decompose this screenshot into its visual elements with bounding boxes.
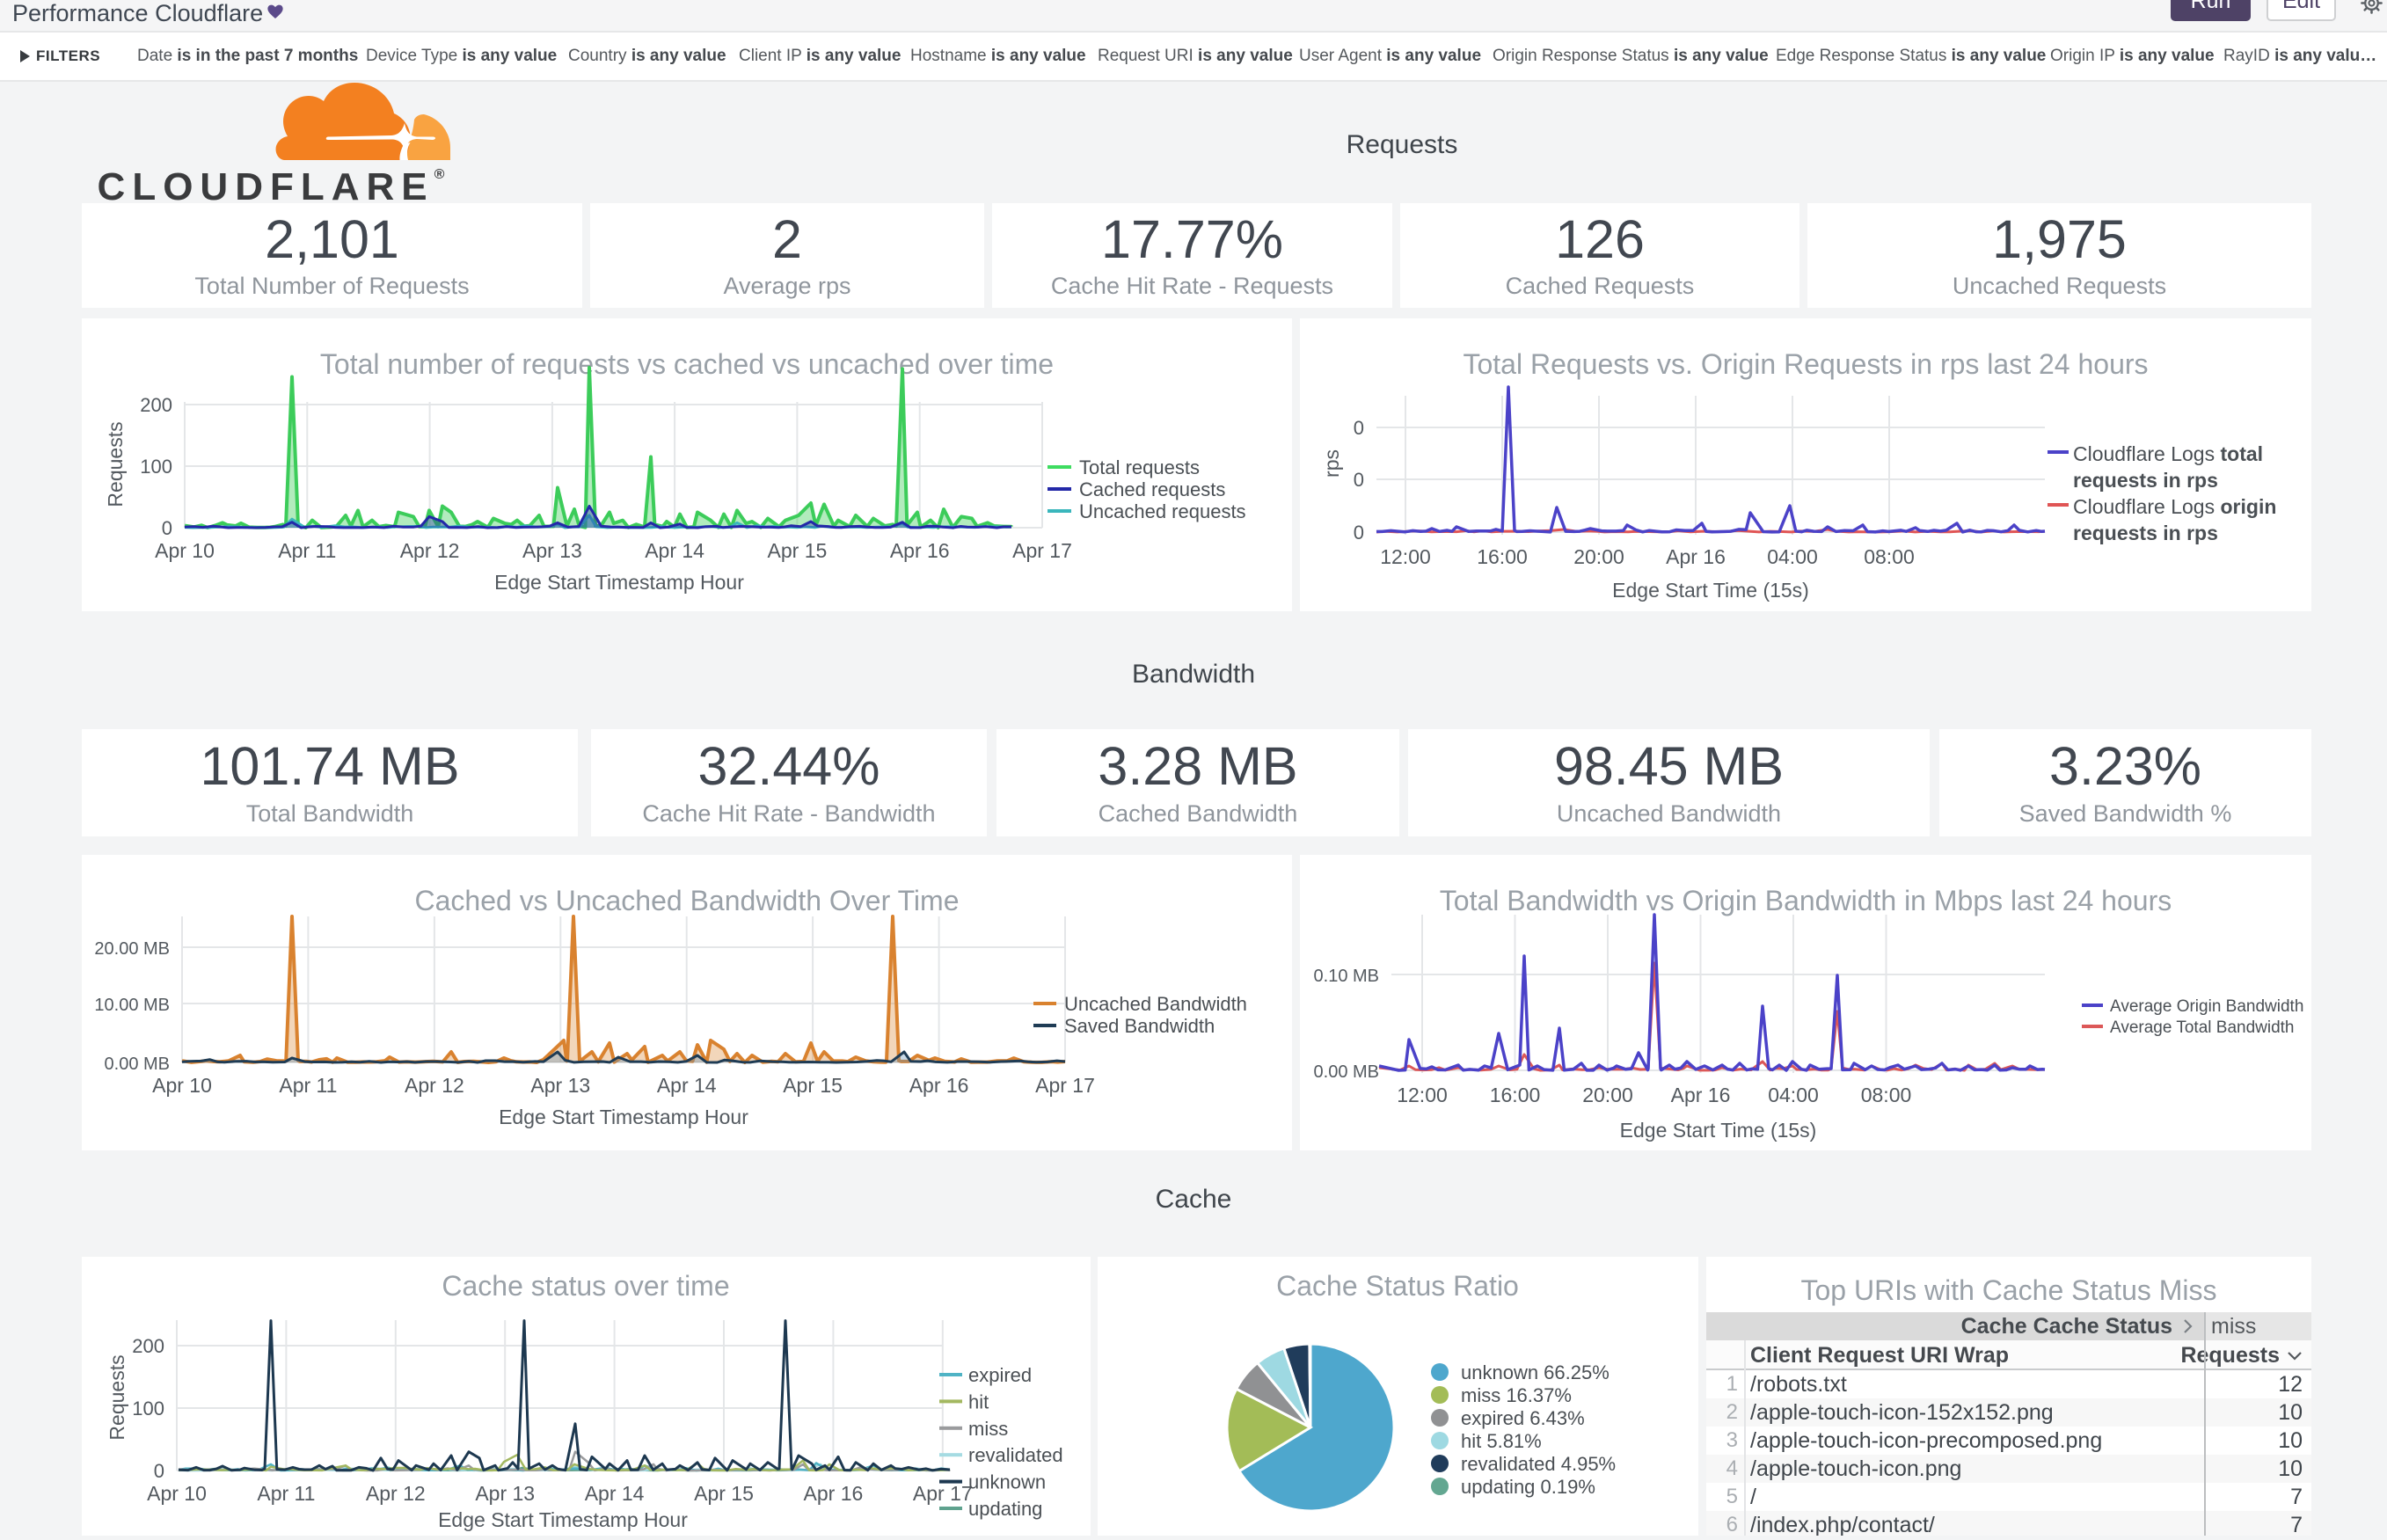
svg-text:Apr 11: Apr 11 bbox=[257, 1482, 315, 1505]
svg-text:Apr 13: Apr 13 bbox=[522, 539, 582, 562]
svg-text:Apr 16: Apr 16 bbox=[890, 539, 950, 562]
svg-text:Total Bandwidth vs Origin Band: Total Bandwidth vs Origin Bandwidth in M… bbox=[1440, 885, 2172, 916]
svg-text:Total Requests vs. Origin Requ: Total Requests vs. Origin Requests in rp… bbox=[1463, 348, 2148, 380]
svg-text:Apr 11: Apr 11 bbox=[278, 539, 336, 562]
svg-text:Apr 16: Apr 16 bbox=[909, 1074, 969, 1097]
svg-text:100: 100 bbox=[140, 456, 172, 478]
svg-text:16:00: 16:00 bbox=[1490, 1084, 1541, 1106]
svg-text:Apr 10: Apr 10 bbox=[155, 539, 215, 562]
svg-text:Requests: Requests bbox=[104, 421, 127, 507]
svg-text:Apr 15: Apr 15 bbox=[694, 1482, 754, 1505]
svg-text:updating 0.19%: updating 0.19% bbox=[1461, 1476, 1595, 1498]
svg-text:Cloudflare Logs origin: Cloudflare Logs origin bbox=[2073, 495, 2276, 518]
svg-text:Cached vs Uncached Bandwidth O: Cached vs Uncached Bandwidth Over Time bbox=[415, 885, 960, 916]
svg-text:Apr 17: Apr 17 bbox=[913, 1482, 973, 1505]
svg-text:Apr 15: Apr 15 bbox=[783, 1074, 843, 1097]
svg-text:Cloudflare Logs total: Cloudflare Logs total bbox=[2073, 442, 2263, 465]
svg-text:Apr 17: Apr 17 bbox=[1012, 539, 1072, 562]
svg-text:04:00: 04:00 bbox=[1768, 1084, 1819, 1106]
svg-text:Apr 10: Apr 10 bbox=[147, 1482, 207, 1505]
svg-text:08:00: 08:00 bbox=[1861, 1084, 1912, 1106]
svg-text:0: 0 bbox=[154, 1460, 164, 1482]
svg-text:revalidated 4.95%: revalidated 4.95% bbox=[1461, 1453, 1616, 1475]
svg-text:Edge Start Timestamp Hour: Edge Start Timestamp Hour bbox=[499, 1106, 748, 1128]
svg-text:Saved Bandwidth: Saved Bandwidth bbox=[1064, 1015, 1215, 1037]
svg-text:unknown: unknown bbox=[968, 1471, 1046, 1493]
svg-text:miss 16.37%: miss 16.37% bbox=[1461, 1384, 1572, 1406]
svg-text:Edge Start Timestamp Hour: Edge Start Timestamp Hour bbox=[494, 571, 744, 594]
svg-text:Edge Start Timestamp Hour: Edge Start Timestamp Hour bbox=[438, 1508, 688, 1531]
svg-text:0.00 MB: 0.00 MB bbox=[1314, 1062, 1379, 1082]
svg-text:Apr 12: Apr 12 bbox=[400, 539, 460, 562]
svg-text:12:00: 12:00 bbox=[1397, 1084, 1448, 1106]
svg-text:Average Origin Bandwidth: Average Origin Bandwidth bbox=[2110, 997, 2303, 1016]
svg-text:200: 200 bbox=[132, 1335, 164, 1357]
svg-text:Apr 14: Apr 14 bbox=[657, 1074, 717, 1097]
svg-text:miss: miss bbox=[968, 1418, 1008, 1440]
svg-text:0.00 MB: 0.00 MB bbox=[105, 1055, 170, 1074]
svg-text:Apr 16: Apr 16 bbox=[1666, 545, 1726, 568]
svg-text:Average Total Bandwidth: Average Total Bandwidth bbox=[2110, 1018, 2295, 1037]
svg-text:hit: hit bbox=[968, 1390, 989, 1412]
svg-text:Uncached Bandwidth: Uncached Bandwidth bbox=[1064, 993, 1247, 1015]
svg-text:0.10 MB: 0.10 MB bbox=[1314, 967, 1379, 986]
svg-text:Cache status over time: Cache status over time bbox=[442, 1270, 729, 1302]
svg-text:Apr 11: Apr 11 bbox=[279, 1074, 337, 1097]
svg-text:unknown 66.25%: unknown 66.25% bbox=[1461, 1361, 1610, 1383]
svg-text:16:00: 16:00 bbox=[1477, 545, 1528, 568]
svg-text:20.00 MB: 20.00 MB bbox=[94, 939, 170, 959]
svg-text:hit 5.81%: hit 5.81% bbox=[1461, 1430, 1542, 1452]
svg-text:200: 200 bbox=[140, 394, 172, 416]
svg-text:Apr 17: Apr 17 bbox=[1035, 1074, 1095, 1097]
svg-text:Cached requests: Cached requests bbox=[1079, 478, 1225, 500]
svg-text:Apr 12: Apr 12 bbox=[405, 1074, 464, 1097]
svg-text:10.00 MB: 10.00 MB bbox=[94, 996, 170, 1015]
svg-text:Apr 13: Apr 13 bbox=[530, 1074, 590, 1097]
svg-text:20:00: 20:00 bbox=[1582, 1084, 1633, 1106]
svg-text:updating: updating bbox=[968, 1498, 1042, 1520]
svg-text:0: 0 bbox=[1354, 417, 1364, 439]
svg-text:Requests: Requests bbox=[106, 1354, 128, 1440]
svg-text:Apr 12: Apr 12 bbox=[366, 1482, 426, 1505]
svg-text:0: 0 bbox=[1354, 469, 1364, 491]
svg-text:0: 0 bbox=[1354, 522, 1364, 544]
svg-text:Apr 13: Apr 13 bbox=[475, 1482, 535, 1505]
svg-text:Apr 14: Apr 14 bbox=[645, 539, 704, 562]
svg-text:Apr 14: Apr 14 bbox=[585, 1482, 645, 1505]
svg-text:08:00: 08:00 bbox=[1864, 545, 1915, 568]
svg-text:20:00: 20:00 bbox=[1573, 545, 1624, 568]
svg-text:Apr 10: Apr 10 bbox=[152, 1074, 212, 1097]
svg-text:Apr 16: Apr 16 bbox=[804, 1482, 864, 1505]
svg-text:requests in rps: requests in rps bbox=[2073, 522, 2218, 544]
svg-text:expired: expired bbox=[968, 1364, 1032, 1386]
svg-text:Uncached requests: Uncached requests bbox=[1079, 500, 1246, 522]
svg-text:Apr 16: Apr 16 bbox=[1671, 1084, 1731, 1106]
svg-text:expired 6.43%: expired 6.43% bbox=[1461, 1407, 1585, 1429]
svg-text:revalidated: revalidated bbox=[968, 1444, 1063, 1466]
svg-text:Edge Start Time (15s): Edge Start Time (15s) bbox=[1612, 579, 1809, 602]
svg-text:Edge Start Time (15s): Edge Start Time (15s) bbox=[1620, 1119, 1817, 1142]
svg-text:Total number of requests vs ca: Total number of requests vs cached vs un… bbox=[320, 348, 1054, 380]
svg-text:0: 0 bbox=[162, 517, 172, 539]
svg-text:Apr 15: Apr 15 bbox=[768, 539, 828, 562]
svg-text:Cache Status Ratio: Cache Status Ratio bbox=[1276, 1270, 1519, 1302]
svg-text:Total requests: Total requests bbox=[1079, 456, 1200, 478]
svg-text:requests in rps: requests in rps bbox=[2073, 469, 2218, 492]
svg-text:rps: rps bbox=[1320, 449, 1343, 478]
svg-text:12:00: 12:00 bbox=[1380, 545, 1431, 568]
svg-text:100: 100 bbox=[132, 1398, 164, 1420]
svg-text:04:00: 04:00 bbox=[1767, 545, 1818, 568]
